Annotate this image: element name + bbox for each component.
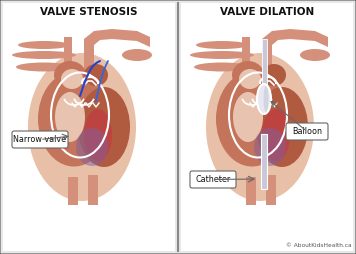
Ellipse shape: [76, 128, 108, 166]
Bar: [88, 175, 98, 205]
Text: Catheter: Catheter: [195, 175, 231, 184]
Ellipse shape: [233, 92, 263, 142]
Ellipse shape: [256, 87, 308, 167]
Ellipse shape: [257, 84, 271, 114]
Ellipse shape: [300, 49, 330, 61]
Text: Narrow valve: Narrow valve: [14, 135, 67, 144]
FancyBboxPatch shape: [190, 171, 236, 188]
Ellipse shape: [78, 87, 130, 167]
Ellipse shape: [263, 86, 268, 112]
Bar: [262, 53, 272, 75]
Text: VALVE STENOSIS: VALVE STENOSIS: [40, 7, 138, 17]
Text: VALVE DILATION: VALVE DILATION: [220, 7, 314, 17]
Ellipse shape: [12, 51, 76, 59]
Ellipse shape: [18, 41, 70, 49]
Ellipse shape: [206, 53, 314, 201]
Ellipse shape: [262, 64, 286, 86]
Polygon shape: [84, 29, 150, 55]
Bar: [262, 39, 267, 84]
Ellipse shape: [28, 53, 136, 201]
Ellipse shape: [254, 128, 286, 166]
Bar: [84, 53, 94, 75]
Ellipse shape: [194, 62, 250, 71]
Ellipse shape: [232, 61, 264, 89]
Bar: [246, 177, 256, 205]
Ellipse shape: [216, 71, 288, 167]
Bar: [181, 3, 353, 251]
Ellipse shape: [84, 109, 112, 161]
Text: Balloon: Balloon: [292, 127, 322, 136]
Bar: [68, 177, 78, 205]
Ellipse shape: [190, 51, 254, 59]
Polygon shape: [64, 37, 72, 62]
Ellipse shape: [54, 61, 86, 89]
Ellipse shape: [122, 49, 152, 61]
Ellipse shape: [38, 71, 110, 167]
Bar: [3, 3, 175, 251]
Ellipse shape: [262, 109, 290, 161]
Ellipse shape: [61, 69, 83, 89]
Text: © AboutKidsHealth.ca: © AboutKidsHealth.ca: [286, 243, 352, 248]
Polygon shape: [262, 29, 328, 55]
FancyBboxPatch shape: [286, 123, 328, 140]
Ellipse shape: [55, 92, 85, 142]
Ellipse shape: [16, 62, 72, 71]
Bar: [261, 134, 267, 189]
Ellipse shape: [84, 64, 108, 86]
Bar: [266, 175, 276, 205]
Ellipse shape: [239, 69, 261, 89]
Ellipse shape: [196, 41, 248, 49]
Polygon shape: [242, 37, 250, 62]
FancyBboxPatch shape: [12, 131, 68, 148]
